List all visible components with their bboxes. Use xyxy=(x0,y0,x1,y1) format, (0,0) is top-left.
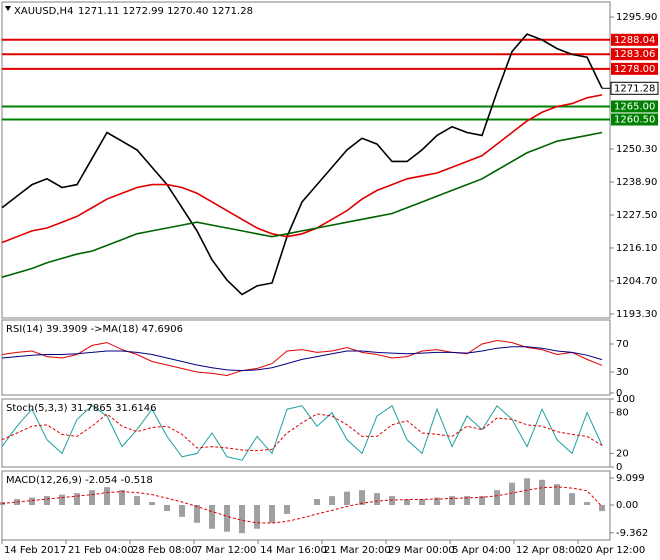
histogram-bar xyxy=(449,496,456,505)
y-tick-label: 1250.30 xyxy=(616,144,657,155)
panel-frame xyxy=(1,470,611,541)
histogram-bar xyxy=(89,490,96,505)
y-tick-label: 1295.90 xyxy=(616,12,657,23)
histogram-bar xyxy=(584,502,591,505)
histogram-bar xyxy=(569,493,576,505)
x-tick-label: 28 Feb 08:00 xyxy=(132,545,198,556)
histogram-bar xyxy=(239,504,246,534)
x-tick-label: 5 Apr 04:00 xyxy=(452,545,511,556)
panel-title: RSI(14) 39.3909 ->MA(18) 47.6906 xyxy=(6,324,183,335)
histogram-bar xyxy=(434,497,441,505)
y-tick-label: 0 xyxy=(616,388,622,399)
last-price-badge xyxy=(610,81,659,95)
y-tick-label: 30 xyxy=(616,367,629,378)
histogram-bar xyxy=(134,496,141,505)
y-tick-label: 80 xyxy=(616,408,629,419)
series-line xyxy=(1,339,603,376)
histogram-bar xyxy=(479,496,486,505)
histogram-bar xyxy=(314,499,321,505)
panel-frame xyxy=(1,398,611,468)
y-tick-label: 1227.50 xyxy=(616,210,657,221)
histogram-bar xyxy=(149,502,156,505)
x-tick-label: 7 Mar 12:00 xyxy=(196,545,256,556)
level-label: 1265.00 xyxy=(614,101,655,112)
level-label: 1288.04 xyxy=(614,35,655,46)
level-badge xyxy=(611,113,658,126)
series-line xyxy=(1,405,603,461)
y-tick-label: 1193.30 xyxy=(616,309,657,320)
histogram-bar xyxy=(404,499,411,505)
series-line xyxy=(1,486,603,524)
last-price-label: 1271.28 xyxy=(614,83,655,94)
histogram-bar xyxy=(554,484,561,505)
histogram-bar xyxy=(269,504,276,523)
series-line xyxy=(1,346,603,372)
y-tick-label: 1238.90 xyxy=(616,177,657,188)
level-label: 1283.06 xyxy=(614,49,655,60)
histogram-bar xyxy=(224,504,231,532)
histogram-bar xyxy=(44,496,51,505)
y-tick-label: 9.099 xyxy=(616,473,645,484)
x-tick-label: 14 Feb 2017 xyxy=(4,545,66,556)
level-badge xyxy=(611,62,658,75)
histogram-bar xyxy=(389,496,396,505)
y-tick-label: 1204.70 xyxy=(616,276,657,287)
histogram-bar xyxy=(344,491,351,505)
histogram-bar xyxy=(59,494,66,505)
level-label: 1260.50 xyxy=(614,114,655,125)
series-line xyxy=(1,33,603,296)
histogram-bar xyxy=(29,497,36,505)
panel-frame xyxy=(1,1,611,319)
level-label: 1278.00 xyxy=(614,64,655,75)
histogram-bar xyxy=(374,493,381,505)
x-tick-label: 20 Apr 12:00 xyxy=(580,545,645,556)
panel-title: XAUUSD,H4 xyxy=(14,6,73,17)
level-badge xyxy=(611,48,658,61)
series-line xyxy=(1,94,603,244)
histogram-bar xyxy=(284,504,291,514)
histogram-bar xyxy=(464,496,471,505)
panel-title: MACD(12,26,9) -2.054 -0.518 xyxy=(6,475,153,486)
y-tick-label: 70 xyxy=(616,339,629,350)
x-tick-label: 29 Mar 00:00 xyxy=(388,545,455,556)
histogram-bar xyxy=(119,490,126,505)
histogram-bar xyxy=(164,504,171,511)
histogram-bar xyxy=(329,496,336,505)
histogram-bar xyxy=(524,478,531,505)
collapse-icon xyxy=(5,6,11,11)
series-line xyxy=(1,413,603,452)
histogram-bar xyxy=(509,482,516,505)
histogram-bar xyxy=(494,490,501,505)
histogram-bar xyxy=(74,493,81,505)
x-tick-label: 14 Mar 16:00 xyxy=(260,545,327,556)
histogram-bar xyxy=(179,504,186,517)
panel-title: Stoch(5,3,3) 31.7865 31.6146 xyxy=(6,403,157,414)
histogram-bar xyxy=(104,487,111,505)
y-tick-label: 0 xyxy=(616,462,622,473)
level-badge xyxy=(611,33,658,46)
y-tick-label: -9.362 xyxy=(616,528,648,539)
y-tick-label: 100 xyxy=(616,394,635,405)
x-tick-label: 12 Apr 08:00 xyxy=(516,545,581,556)
x-tick-label: 21 Mar 20:00 xyxy=(324,545,391,556)
histogram-bar xyxy=(209,504,216,529)
histogram-bar xyxy=(194,504,201,523)
histogram-bar xyxy=(599,504,606,512)
level-badge xyxy=(611,100,658,113)
y-tick-label: 20 xyxy=(616,448,629,459)
series-line xyxy=(1,131,603,278)
histogram-bar xyxy=(539,479,546,505)
histogram-bar xyxy=(359,490,366,505)
ohlc-values: 1271.11 1272.99 1270.40 1271.28 xyxy=(78,6,253,17)
histogram-bar xyxy=(419,499,426,505)
y-tick-label: 1216.10 xyxy=(616,243,657,254)
histogram-bar xyxy=(254,504,261,529)
x-tick-label: 21 Feb 04:00 xyxy=(68,545,134,556)
y-tick-label: 0.00 xyxy=(616,500,638,511)
